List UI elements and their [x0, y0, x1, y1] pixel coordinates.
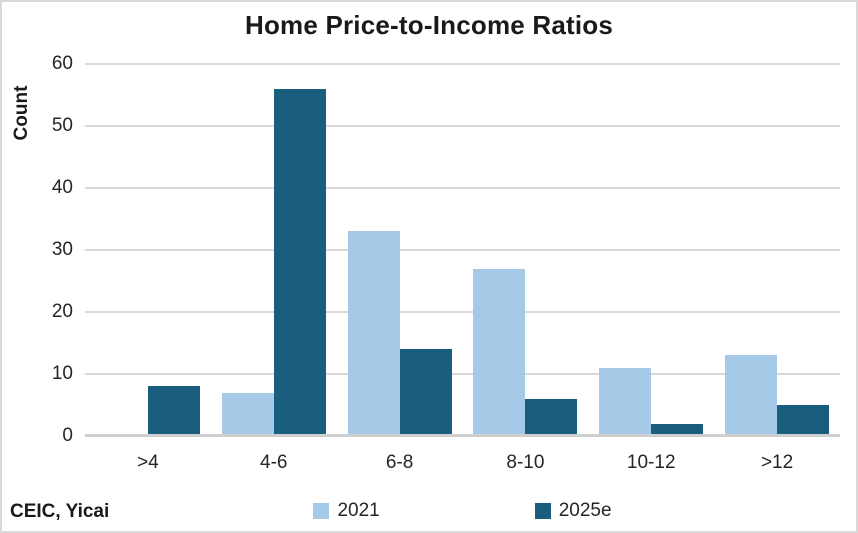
x-tick-label-8-10: 8-10	[506, 452, 545, 473]
plot-area	[85, 63, 840, 437]
x-tick-label->4: >4	[137, 452, 159, 473]
x-axis-labels: >4 4-6 6-8 8-10 10-12 >12	[85, 452, 840, 474]
bar-group-10-12	[588, 64, 714, 436]
bar-2021-10-12	[599, 367, 652, 436]
x-tick-label-4-6: 4-6	[260, 452, 288, 473]
legend-label-2025e: 2025e	[558, 500, 612, 521]
bar-2021->12	[725, 355, 778, 436]
legend-item-2025e: 2025e	[534, 500, 612, 522]
legend-swatch-2021	[313, 503, 330, 519]
bar-groups	[85, 64, 840, 436]
bar-2025e->12	[777, 405, 830, 436]
bar-2021-6-8	[347, 231, 400, 436]
legend-label-2021: 2021	[337, 500, 380, 521]
chart-title: Home Price-to-Income Ratios	[244, 10, 614, 40]
x-tick-label->12: >12	[760, 452, 794, 473]
y-tick-label-60: 60	[51, 53, 73, 74]
bar-2025e-4-6	[273, 88, 326, 436]
y-tick-label-10: 10	[51, 363, 73, 384]
x-tick-label-10-12: 10-12	[626, 452, 676, 473]
source-note: CEIC, Yicai	[10, 501, 110, 522]
bar-2025e-8-10	[525, 398, 578, 436]
bar-group-4-6	[211, 64, 337, 436]
gridline-40	[85, 187, 840, 189]
bar-group->12	[714, 64, 840, 436]
bar-group->4	[85, 64, 211, 436]
bar-group-8-10	[462, 64, 588, 436]
gridline-60	[85, 63, 840, 65]
bar-2025e->4	[147, 386, 200, 436]
x-axis-line	[85, 434, 840, 437]
x-tick-label-6-8: 6-8	[385, 452, 414, 473]
y-tick-label-30: 30	[51, 239, 73, 260]
gridline-10	[85, 373, 840, 375]
bar-2021-8-10	[473, 268, 526, 436]
bar-2025e-10-12	[651, 423, 704, 436]
gridline-50	[85, 125, 840, 127]
y-tick-label-40: 40	[51, 177, 73, 198]
gridline-30	[85, 249, 840, 251]
bar-2021-4-6	[221, 392, 274, 436]
legend: 2021 2025e	[85, 500, 840, 522]
bar-2025e-6-8	[399, 349, 452, 436]
gridline-20	[85, 311, 840, 313]
y-tick-label-0: 0	[62, 425, 73, 446]
legend-swatch-2025e	[534, 503, 551, 519]
y-tick-label-50: 50	[51, 115, 73, 136]
bar-group-6-8	[337, 64, 463, 436]
legend-item-2021: 2021	[313, 500, 380, 522]
y-tick-label-20: 20	[51, 301, 73, 322]
